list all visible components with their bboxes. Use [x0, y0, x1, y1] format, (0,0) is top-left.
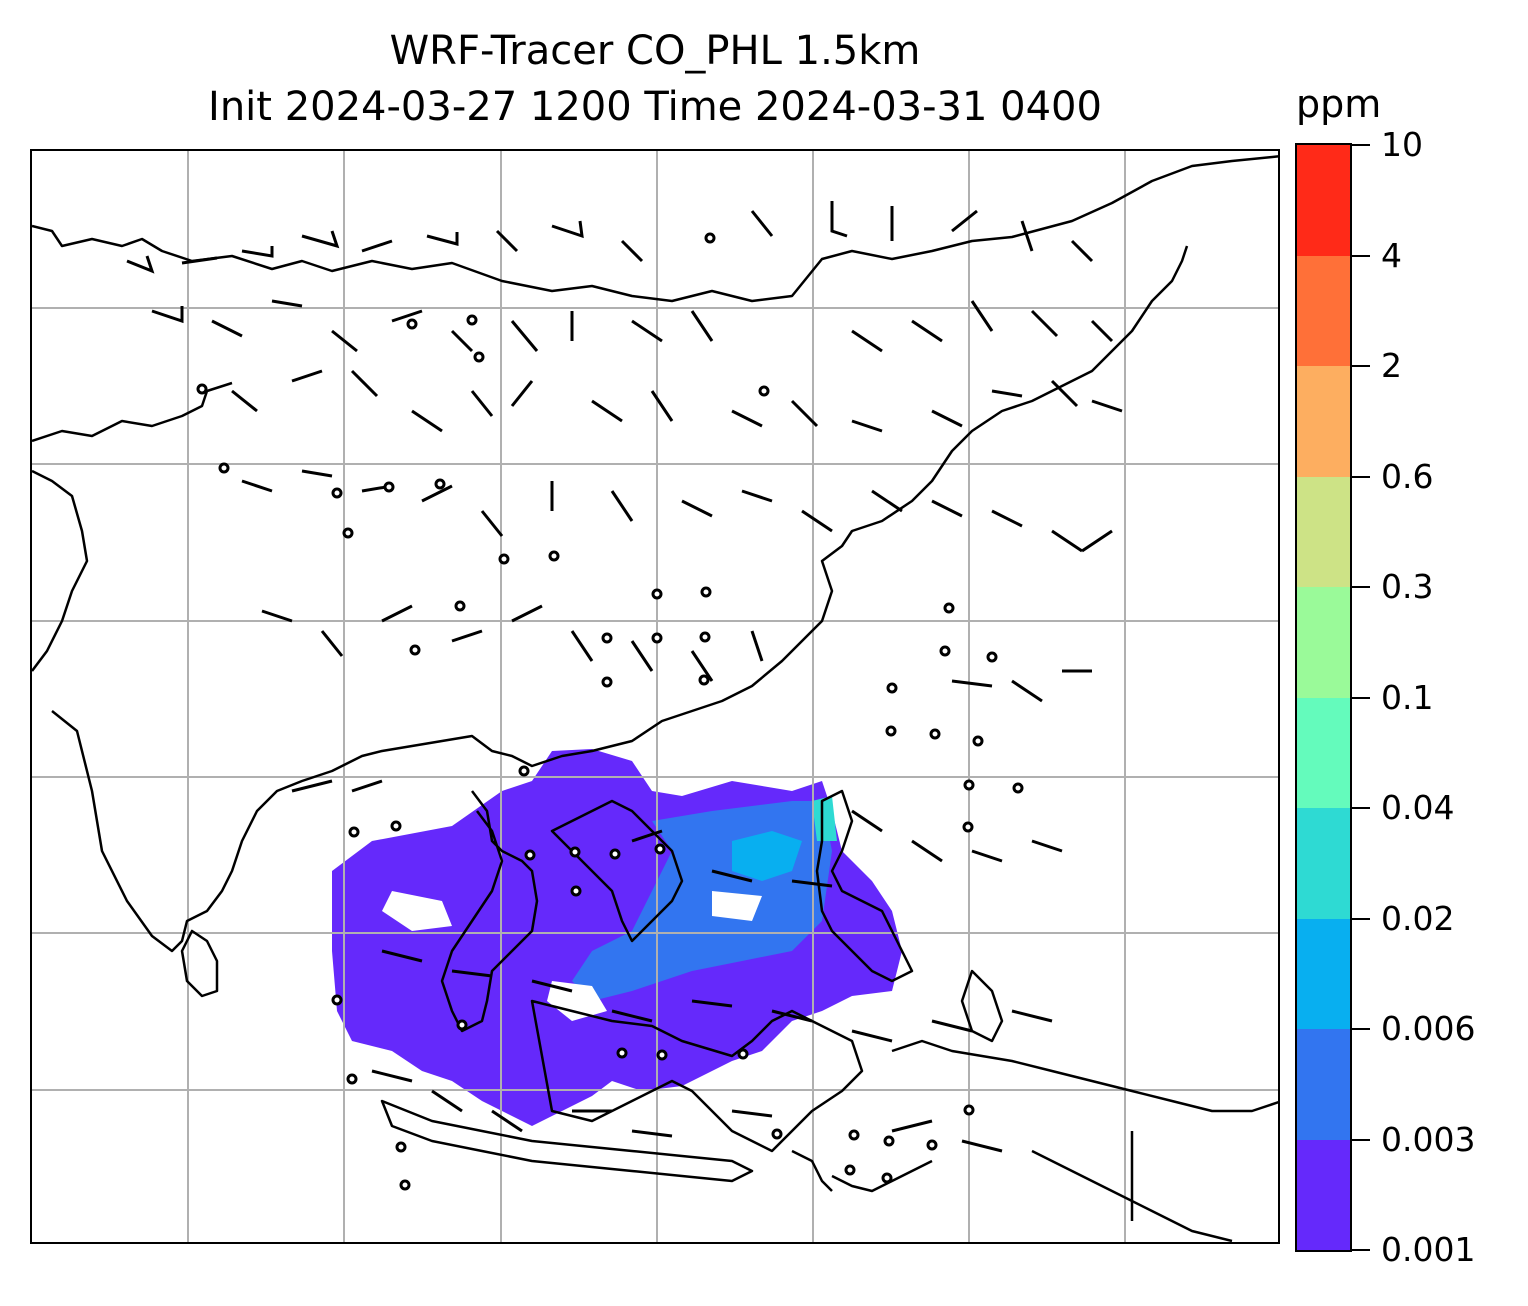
colorbar-tick-label: 0.003	[1381, 1119, 1476, 1159]
colorbar-unit-label: ppm	[1296, 82, 1382, 126]
colorbar-tick	[1352, 696, 1370, 699]
colorbar-tick	[1352, 1138, 1370, 1141]
plume-gap-3	[712, 891, 762, 921]
wind-barbs	[126, 201, 1123, 1153]
plume-gap-1	[382, 891, 452, 931]
map-title-line1: WRF-Tracer CO_PHL 1.5km	[389, 28, 921, 74]
tracer-plume	[332, 749, 902, 1126]
colorbar-segment	[1297, 145, 1350, 256]
calm-markers	[196, 232, 1024, 1191]
colorbar-tick-label: 10	[1381, 125, 1423, 164]
colorbar-tick	[1352, 144, 1370, 146]
colorbar-segment	[1297, 808, 1350, 919]
colorbar-tick-label: 0.3	[1381, 567, 1434, 606]
map-panel	[30, 149, 1280, 1244]
colorbar-segment	[1297, 255, 1350, 366]
colorbar-segment	[1297, 1029, 1350, 1140]
colorbar	[1295, 143, 1352, 1252]
colorbar-tick-label: 4	[1381, 235, 1402, 275]
colorbar-tick-label: 0.001	[1381, 1230, 1476, 1269]
colorbar-segment	[1297, 366, 1350, 477]
colorbar-tick	[1352, 917, 1370, 920]
colorbar-tick	[1352, 365, 1370, 367]
colorbar-tick-label: 0.6	[1381, 456, 1434, 496]
colorbar-tick-label: 0.04	[1381, 788, 1455, 827]
colorbar-segment	[1297, 1139, 1350, 1250]
colorbar-tick-label: 0.1	[1381, 677, 1434, 717]
coastlines	[32, 155, 1278, 1242]
map-canvas	[32, 151, 1278, 1242]
colorbar-tick	[1352, 475, 1370, 478]
colorbar-tick	[1352, 1028, 1370, 1030]
colorbar-tick	[1352, 807, 1370, 809]
colorbar-segment	[1297, 697, 1350, 808]
colorbar-tick-label: 0.02	[1381, 898, 1455, 938]
colorbar-segment	[1297, 918, 1350, 1029]
colorbar-segment	[1297, 587, 1350, 698]
colorbar-tick-label: 0.006	[1381, 1009, 1476, 1048]
map-title-line2: Init 2024-03-27 1200 Time 2024-03-31 040…	[208, 84, 1102, 130]
plume-level-0006	[732, 831, 802, 881]
plume-level-002	[812, 796, 837, 841]
plume-gap-2	[547, 981, 607, 1021]
colorbar-segment	[1297, 476, 1350, 587]
colorbar-tick	[1352, 254, 1370, 257]
colorbar-tick	[1352, 1249, 1370, 1251]
colorbar-tick-label: 2	[1381, 346, 1402, 385]
colorbar-tick	[1352, 586, 1370, 588]
map-gridlines	[32, 151, 1278, 1242]
